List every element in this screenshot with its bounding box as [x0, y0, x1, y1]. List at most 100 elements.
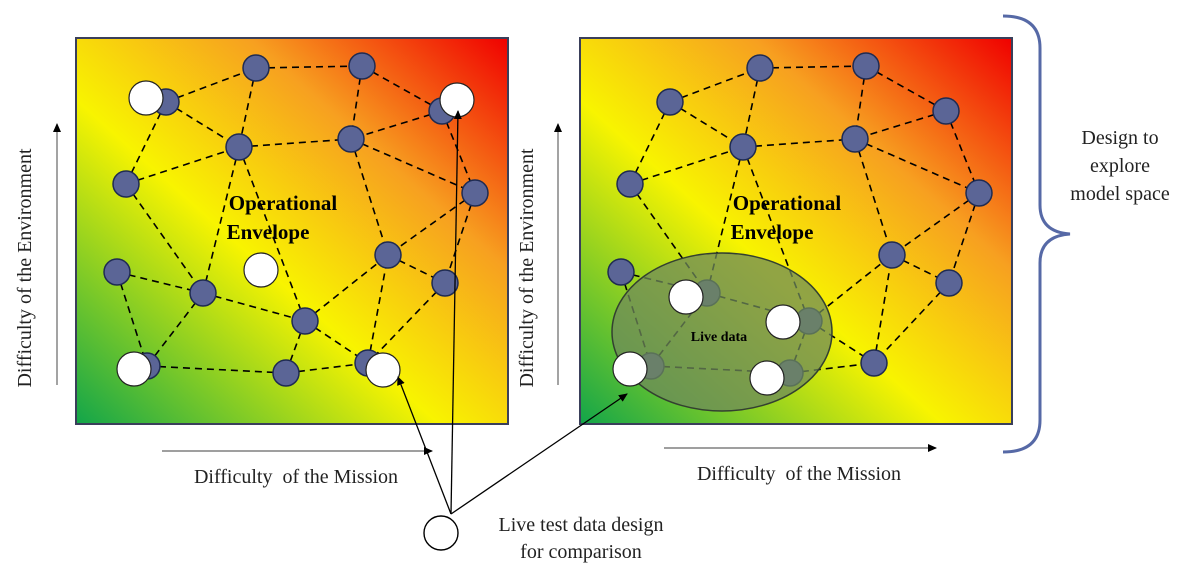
right-edge: [742, 138, 856, 148]
left-panel: Operational Envelope Difficulty of the M…: [14, 37, 509, 488]
left-model-node: [337, 125, 365, 153]
model-space-brace: [1002, 14, 1071, 454]
right-edge: [873, 282, 950, 364]
right-model-node: [852, 52, 880, 80]
left-edge: [165, 67, 257, 103]
left-edge: [350, 110, 443, 140]
right-edge: [854, 110, 947, 140]
right-edge: [669, 67, 761, 103]
left-edge: [387, 192, 476, 256]
legend-text-line2: for comparison: [520, 541, 642, 563]
right-edge: [629, 101, 671, 185]
left-edge: [146, 292, 204, 367]
left-title-line2: Envelope: [227, 220, 310, 244]
left-edge: [350, 138, 389, 256]
left-edge: [165, 101, 240, 148]
left-edge: [125, 101, 167, 185]
right-edge: [629, 146, 744, 185]
left-live-test-point: [439, 82, 475, 118]
left-edge: [444, 192, 476, 284]
left-model-node: [348, 52, 376, 80]
right-live-test-point: [749, 360, 785, 396]
left-edge: [304, 254, 389, 322]
right-live-test-point: [668, 279, 704, 315]
left-edge: [238, 138, 352, 148]
left-edge: [367, 254, 389, 364]
left-edge: [202, 146, 240, 294]
left-model-node: [112, 170, 140, 198]
right-model-node: [965, 179, 993, 207]
brace-text-line2: explore: [1090, 155, 1150, 177]
left-model-node: [242, 54, 270, 82]
right-model-node: [607, 258, 635, 286]
left-live-points: [116, 80, 475, 388]
left-model-node: [431, 269, 459, 297]
left-edge: [350, 138, 476, 194]
brace-text-line3: model space: [1070, 183, 1170, 205]
right-model-node: [746, 54, 774, 82]
right-title-line2: Envelope: [731, 220, 814, 244]
right-edge: [948, 192, 980, 284]
brace-text-line1: Design to: [1081, 127, 1158, 149]
legend-text-line1: Live test data design: [499, 514, 664, 536]
left-edge: [116, 271, 204, 294]
left-network-nodes: [103, 52, 489, 387]
left-model-node: [272, 359, 300, 387]
legend-live-point-icon: [423, 515, 459, 551]
right-edge: [854, 138, 980, 194]
left-edge: [255, 65, 363, 69]
left-edge: [285, 362, 369, 374]
right-model-node: [932, 97, 960, 125]
left-model-node: [189, 279, 217, 307]
left-title-line1: Operational: [229, 191, 338, 215]
left-edge: [441, 110, 476, 194]
left-live-test-point: [243, 252, 279, 288]
right-model-node: [656, 88, 684, 116]
left-live-test-point: [128, 80, 164, 116]
left-edge: [125, 183, 204, 294]
left-edge: [202, 292, 306, 322]
legend: [397, 110, 628, 515]
right-edge: [759, 65, 867, 69]
live-data-region-label: Live data: [691, 330, 747, 345]
left-network-edges: [116, 65, 476, 374]
left-model-node: [291, 307, 319, 335]
left-edge: [116, 271, 148, 367]
left-edge: [285, 320, 306, 374]
left-model-node: [374, 241, 402, 269]
right-model-node: [841, 125, 869, 153]
right-model-node: [878, 241, 906, 269]
right-live-test-point: [612, 351, 648, 387]
right-y-axis-label: Difficulty of the Environment: [516, 148, 538, 387]
pointer-arrow-1: [397, 376, 452, 515]
left-model-node: [225, 133, 253, 161]
left-edge: [367, 282, 446, 364]
right-edge: [945, 110, 980, 194]
right-edge: [891, 192, 980, 256]
left-model-node: [103, 258, 131, 286]
pointer-arrow-3: [450, 393, 628, 515]
right-model-node: [616, 170, 644, 198]
right-model-node: [860, 349, 888, 377]
right-x-axis-label: Difficulty of the Mission: [697, 463, 901, 485]
right-edge: [873, 254, 893, 364]
right-panel: Live data Operational Envelope Difficult…: [516, 37, 1013, 485]
pointer-arrow-2: [450, 110, 462, 515]
right-model-node: [729, 133, 757, 161]
right-live-test-point: [765, 304, 801, 340]
left-y-axis-label: Difficulty of the Environment: [14, 148, 36, 387]
right-edge: [865, 65, 947, 112]
left-live-test-point: [365, 352, 401, 388]
right-edge: [669, 101, 744, 148]
left-x-axis-label: Difficulty of the Mission: [194, 466, 398, 488]
left-edge: [361, 65, 443, 112]
right-edge: [854, 138, 893, 256]
right-model-node: [935, 269, 963, 297]
right-live-points: [612, 279, 801, 396]
right-title-line1: Operational: [733, 191, 842, 215]
left-live-test-point: [116, 351, 152, 387]
left-edge: [125, 146, 240, 185]
left-model-node: [461, 179, 489, 207]
